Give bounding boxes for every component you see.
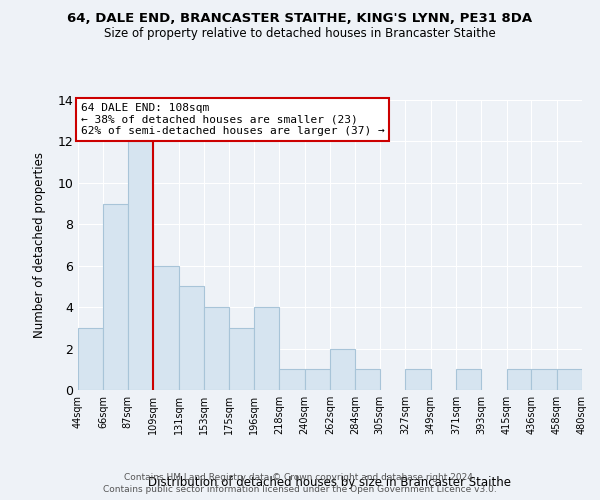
Text: Contains HM Land Registry data © Crown copyright and database right 2024.: Contains HM Land Registry data © Crown c… (124, 474, 476, 482)
Bar (355, 370, 380, 390)
Bar (557, 370, 582, 390)
X-axis label: Distribution of detached houses by size in Brancaster Staithe: Distribution of detached houses by size … (149, 476, 511, 489)
Bar (103, 204, 128, 390)
Text: Contains public sector information licensed under the Open Government Licence v3: Contains public sector information licen… (103, 485, 497, 494)
Bar (279, 370, 305, 390)
Bar (330, 348, 355, 390)
Bar (179, 286, 204, 390)
Bar (153, 266, 179, 390)
Y-axis label: Number of detached properties: Number of detached properties (33, 152, 46, 338)
Bar (128, 142, 153, 390)
Bar (405, 370, 431, 390)
Bar (78, 328, 103, 390)
Bar (531, 370, 557, 390)
Bar (507, 370, 531, 390)
Bar (305, 370, 330, 390)
Bar (456, 370, 481, 390)
Text: 64 DALE END: 108sqm
← 38% of detached houses are smaller (23)
62% of semi-detach: 64 DALE END: 108sqm ← 38% of detached ho… (80, 103, 384, 136)
Text: Size of property relative to detached houses in Brancaster Staithe: Size of property relative to detached ho… (104, 28, 496, 40)
Text: 64, DALE END, BRANCASTER STAITHE, KING'S LYNN, PE31 8DA: 64, DALE END, BRANCASTER STAITHE, KING'S… (67, 12, 533, 26)
Bar (204, 307, 229, 390)
Bar (254, 307, 279, 390)
Bar (229, 328, 254, 390)
